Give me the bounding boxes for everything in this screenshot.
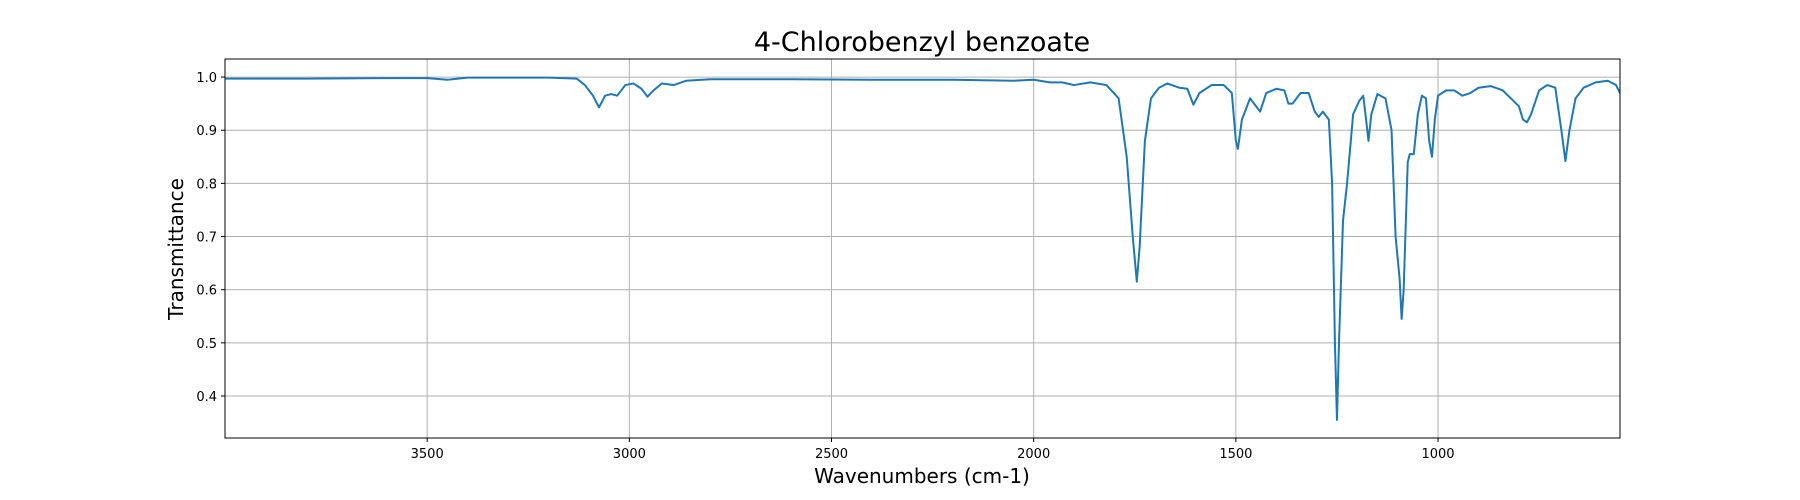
y-tick-label: 0.7 — [196, 231, 217, 246]
y-tick-label: 0.8 — [196, 177, 217, 192]
y-tick-label: 0.9 — [196, 124, 217, 139]
y-tick-label: 1.0 — [196, 71, 217, 86]
plot-frame — [224, 58, 1621, 439]
y-tick-label: 0.5 — [196, 337, 217, 352]
x-tick-label: 2500 — [815, 447, 848, 462]
x-tick-label: 3500 — [411, 447, 444, 462]
y-tick-label: 0.6 — [196, 284, 217, 299]
spectrum-line — [225, 76, 1620, 421]
x-tick-label: 2000 — [1017, 447, 1050, 462]
x-tick-label: 1500 — [1219, 447, 1252, 462]
y-tick-label: 0.4 — [196, 390, 217, 405]
chart-title: 4-Chlorobenzyl benzoate — [754, 27, 1090, 58]
x-axis-label: Wavenumbers (cm-1) — [814, 464, 1030, 488]
x-tick-label: 3000 — [613, 447, 646, 462]
y-axis-label: Transmittance — [164, 178, 188, 321]
x-tick-label: 1000 — [1421, 447, 1454, 462]
